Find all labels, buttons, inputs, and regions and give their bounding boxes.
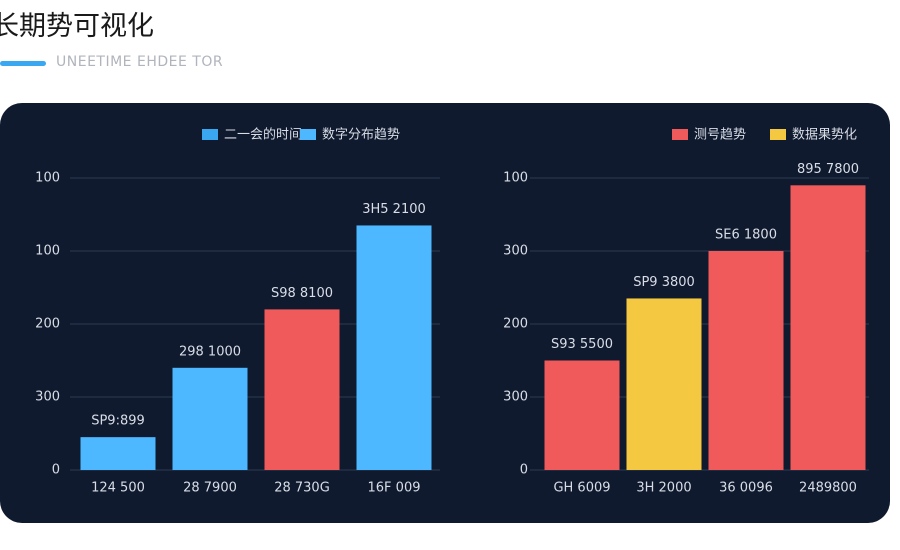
x-tick-label: 124 500 [91, 481, 145, 496]
bar [708, 251, 784, 470]
x-tick-label: 28 730G [274, 481, 330, 496]
y-tick-label: 200 [503, 317, 528, 332]
x-tick-label: 16F 009 [368, 481, 421, 496]
y-tick-label: 200 [35, 317, 60, 332]
x-tick-label: 2489800 [799, 481, 857, 496]
bar-label: 895 7800 [797, 162, 859, 177]
legend-label: 数据果势化 [792, 127, 857, 143]
legend-swatch [672, 129, 688, 140]
bar [172, 367, 248, 470]
y-tick-label: 100 [35, 171, 60, 186]
y-tick-label: 300 [35, 390, 60, 405]
legend-label: 测号趋势 [694, 127, 746, 143]
bar [790, 185, 866, 471]
bar [356, 225, 432, 470]
bar [626, 298, 702, 470]
y-tick-label: 0 [52, 463, 60, 478]
bar [544, 360, 620, 470]
y-tick-label: 100 [503, 171, 528, 186]
page-title: 长期势可视化 [0, 11, 154, 42]
bar-label: S98 8100 [271, 286, 333, 301]
legend-swatch [300, 129, 316, 140]
x-tick-label: GH 6009 [553, 481, 610, 496]
accent-bar [0, 61, 46, 66]
bar [80, 437, 156, 470]
legend-label: 二一会的时间 [224, 127, 302, 143]
legend-swatch [202, 129, 218, 140]
legend-swatch [770, 129, 786, 140]
bar-label: SP9 3800 [633, 275, 695, 290]
legend-label: 数字分布趋势 [322, 127, 400, 143]
y-tick-label: 300 [503, 390, 528, 405]
y-tick-label: 0 [520, 463, 528, 478]
bar [264, 309, 340, 470]
y-tick-label: 100 [35, 244, 60, 259]
bar-label: S93 5500 [551, 337, 613, 352]
bar-label: 3H5 2100 [362, 202, 426, 217]
bar-label: SP9:899 [91, 414, 145, 429]
x-tick-label: 28 7900 [183, 481, 237, 496]
y-tick-label: 300 [503, 244, 528, 259]
x-tick-label: 3H 2000 [636, 481, 691, 496]
x-tick-label: 36 0096 [719, 481, 773, 496]
bar-label: SE6 1800 [715, 228, 777, 243]
bar-label: 298 1000 [179, 344, 241, 359]
page-subtitle: UNEETIME EHDEE TOR [56, 54, 224, 70]
